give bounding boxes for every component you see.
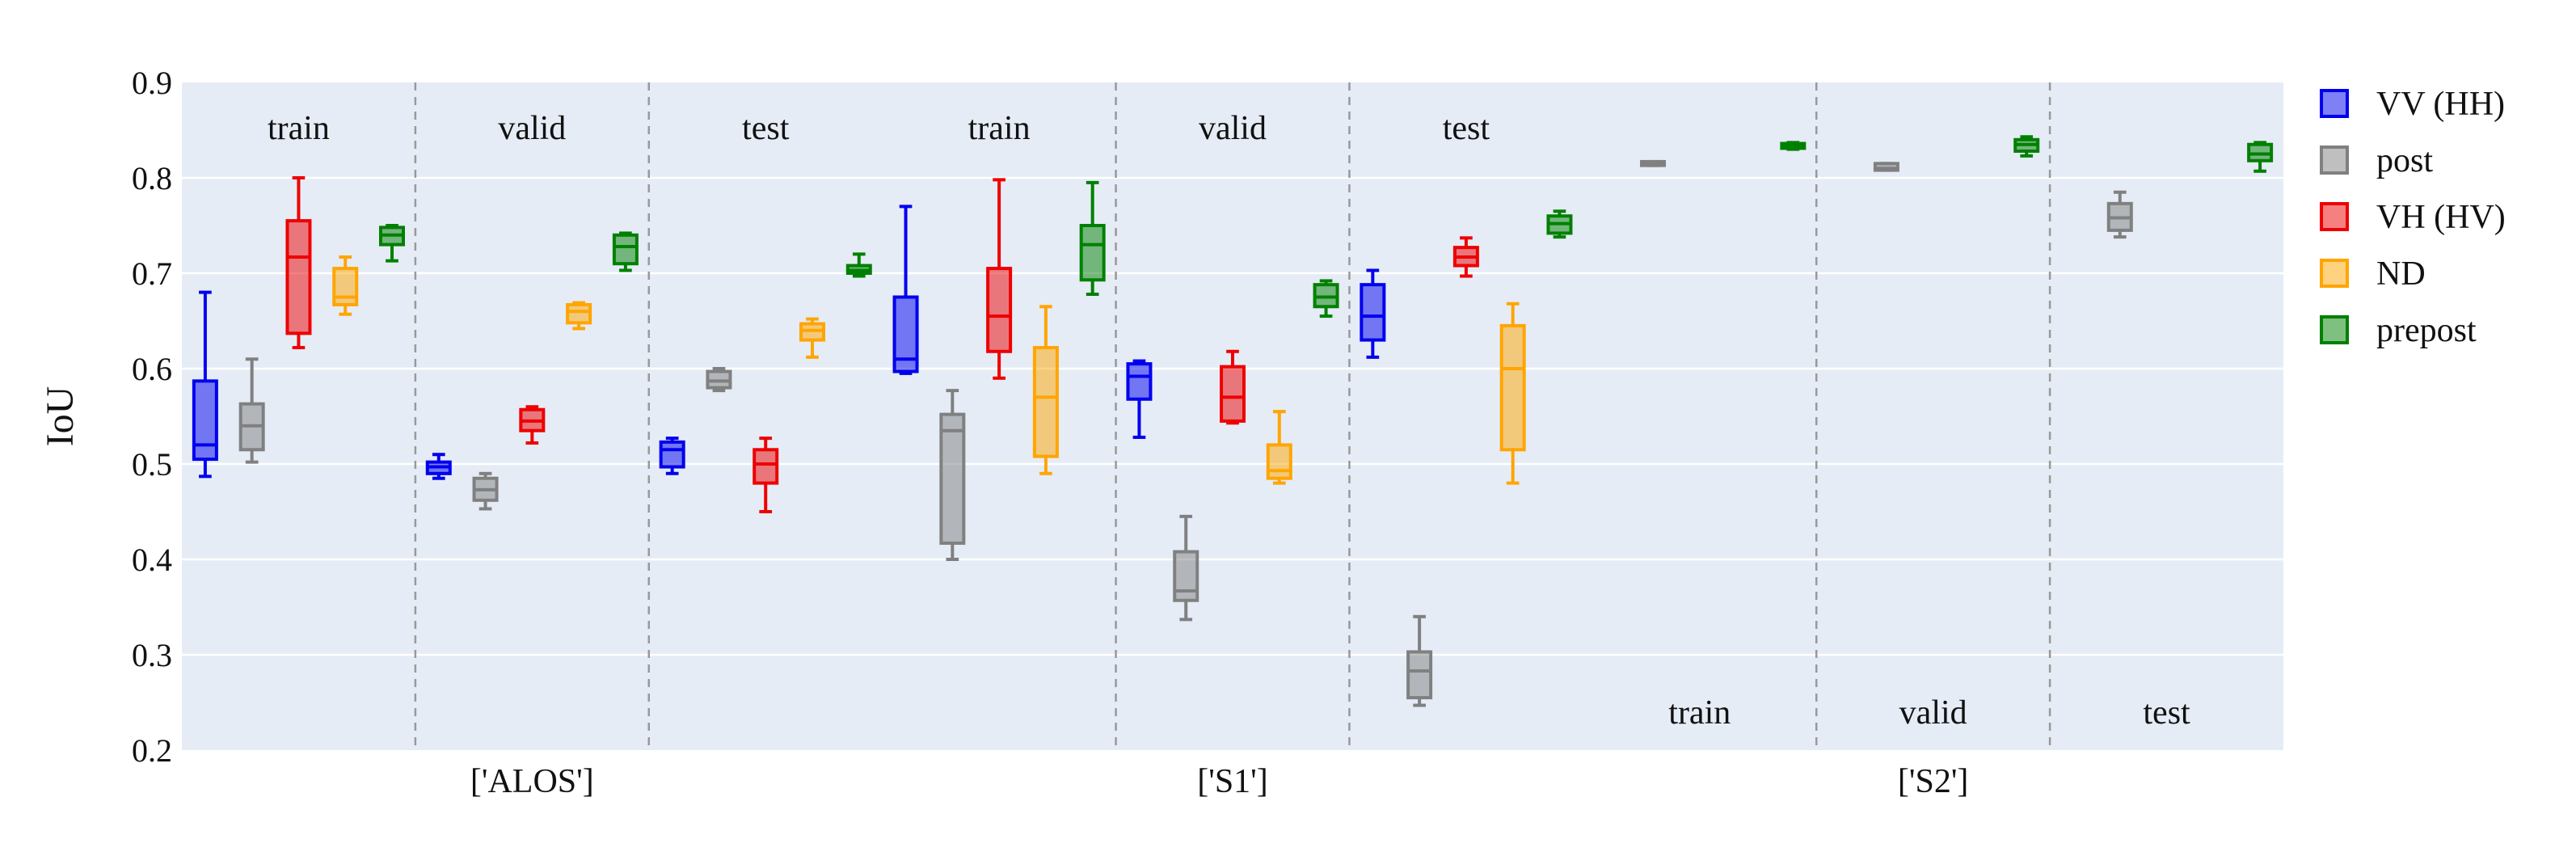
box-post bbox=[1173, 514, 1199, 622]
split-label: train bbox=[1668, 694, 1731, 732]
legend-item: VV (HH) bbox=[2320, 86, 2505, 123]
box-prepost bbox=[845, 252, 872, 278]
legend-label: post bbox=[2376, 142, 2433, 179]
legend-swatch bbox=[2320, 315, 2349, 344]
split-label: valid bbox=[498, 110, 566, 147]
box-prepost bbox=[2013, 135, 2040, 158]
box-nd bbox=[799, 317, 825, 359]
box-nd bbox=[1499, 302, 1526, 485]
box-iqr bbox=[1126, 362, 1153, 401]
box-nd bbox=[1032, 305, 1059, 475]
legend-swatch bbox=[2320, 146, 2349, 175]
box-prepost bbox=[1780, 141, 1807, 151]
box-prepost bbox=[1546, 209, 1573, 239]
box-post bbox=[706, 367, 732, 393]
legend-label: prepost bbox=[2376, 312, 2477, 349]
box-vh-hv bbox=[753, 437, 779, 513]
box-prepost bbox=[1079, 180, 1106, 296]
box-post bbox=[238, 357, 265, 464]
box-iqr bbox=[566, 302, 592, 325]
legend-item: ND bbox=[2320, 255, 2426, 293]
box-vv-hh bbox=[192, 290, 218, 479]
box-iqr bbox=[753, 448, 779, 485]
y-tick-label: 0.3 bbox=[132, 637, 172, 673]
box-iqr bbox=[1266, 443, 1292, 480]
box-plots bbox=[192, 135, 2274, 707]
box-iqr bbox=[612, 233, 639, 266]
split-label: train bbox=[268, 110, 330, 147]
box-post bbox=[1406, 614, 1433, 707]
box-vv-hh bbox=[425, 453, 452, 480]
box-post bbox=[1640, 159, 1666, 167]
x-group-label: ['ALOS'] bbox=[470, 763, 594, 800]
legend-label: VV (HH) bbox=[2376, 86, 2505, 123]
box-nd bbox=[1266, 410, 1292, 485]
box-iqr bbox=[1079, 224, 1106, 282]
legend-item: VH (HV) bbox=[2320, 199, 2506, 236]
y-tick-label: 0.6 bbox=[132, 351, 172, 387]
box-vv-hh bbox=[892, 205, 919, 375]
y-axis-title: IoU bbox=[39, 386, 82, 447]
legend-item: post bbox=[2320, 142, 2433, 179]
split-label: train bbox=[968, 110, 1031, 147]
box-nd bbox=[566, 301, 592, 331]
y-tick-label: 0.7 bbox=[132, 255, 172, 292]
legend-item: prepost bbox=[2320, 312, 2477, 349]
legend-label: ND bbox=[2376, 255, 2426, 293]
box-iqr bbox=[192, 379, 218, 462]
box-iqr bbox=[659, 440, 685, 469]
box-iqr bbox=[332, 267, 359, 306]
box-prepost bbox=[1313, 279, 1339, 318]
split-label: valid bbox=[1899, 694, 1967, 732]
box-iqr bbox=[1360, 283, 1386, 342]
box-post bbox=[472, 471, 499, 511]
box-vh-hv bbox=[1452, 236, 1479, 278]
y-tick-label: 0.5 bbox=[132, 446, 172, 483]
box-iqr bbox=[285, 219, 312, 335]
legend-label: VH (HV) bbox=[2376, 199, 2506, 236]
box-prepost bbox=[379, 224, 405, 263]
split-label: valid bbox=[1199, 110, 1267, 147]
legend: VV (HH) post VH (HV) ND prepost bbox=[2320, 86, 2506, 349]
box-vh-hv bbox=[285, 176, 312, 350]
box-post bbox=[1873, 162, 1899, 172]
split-label: test bbox=[1443, 110, 1490, 147]
box-iqr bbox=[1220, 365, 1246, 423]
box-vv-hh bbox=[659, 437, 685, 475]
box-iqr bbox=[1499, 323, 1526, 452]
split-label: test bbox=[2143, 694, 2190, 732]
box-prepost bbox=[2247, 141, 2274, 173]
split-labels: train valid test train valid test train valid te… bbox=[268, 110, 2190, 732]
box-post bbox=[2106, 190, 2133, 239]
box-vh-hv bbox=[1220, 349, 1246, 425]
box-post bbox=[939, 389, 966, 561]
box-iqr bbox=[1032, 346, 1059, 458]
y-tick-label: 0.8 bbox=[132, 160, 172, 196]
box-vh-hv bbox=[986, 178, 1013, 380]
y-tick-label: 0.4 bbox=[132, 542, 172, 578]
box-iqr bbox=[939, 412, 966, 545]
legend-swatch bbox=[2320, 202, 2349, 231]
box-nd bbox=[332, 255, 359, 316]
box-iqr bbox=[986, 267, 1013, 353]
y-tick-label: 0.9 bbox=[132, 65, 172, 101]
legend-swatch bbox=[2320, 89, 2349, 118]
box-iqr bbox=[1406, 650, 1433, 700]
x-group-label: ['S1'] bbox=[1197, 763, 1267, 800]
y-tick-label: 0.2 bbox=[132, 732, 172, 769]
split-label: test bbox=[742, 110, 790, 147]
x-group-label: ['S2'] bbox=[1898, 763, 1968, 800]
legend-swatch bbox=[2320, 259, 2349, 288]
box-iqr bbox=[1173, 550, 1199, 602]
box-vh-hv bbox=[519, 405, 546, 445]
x-axis: ['ALOS'] ['S1'] ['S2'] bbox=[470, 763, 1968, 800]
box-vv-hh bbox=[1126, 359, 1153, 439]
split-separators bbox=[414, 82, 2051, 750]
y-axis: 0.2 0.3 0.4 0.5 0.6 0.7 0.8 0.9 bbox=[132, 65, 172, 769]
box-prepost bbox=[612, 231, 639, 272]
box-vv-hh bbox=[1360, 268, 1386, 359]
